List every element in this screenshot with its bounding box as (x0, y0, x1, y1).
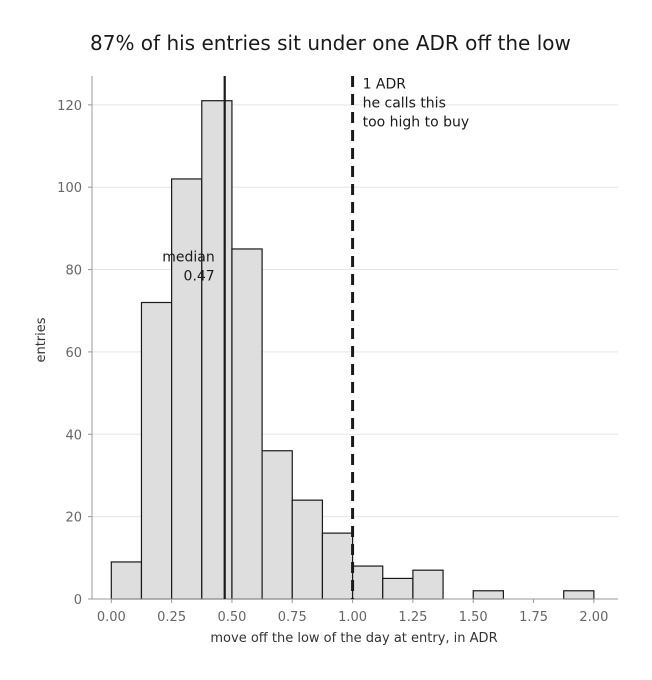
histogram-bar-10 (412, 569, 444, 600)
y-tick-labels: 0 20 40 60 80 100 120 (57, 99, 92, 608)
histogram-bar-8 (351, 565, 384, 600)
y-axis-label: entries (34, 317, 49, 362)
histogram-bar-1 (140, 301, 173, 600)
x-tick-label: 0.75 (278, 610, 307, 625)
x-tick-label: 0.50 (217, 610, 246, 625)
y-tick-label: 120 (57, 99, 82, 114)
x-tick-label: 1.75 (519, 610, 548, 625)
histogram-bar-2 (171, 178, 203, 600)
x-tick-label: 1.50 (459, 610, 488, 625)
y-tick-label: 60 (65, 346, 82, 361)
median-label: median (162, 249, 214, 265)
histogram-bar-4 (231, 248, 263, 600)
x-tick-label: 0.00 (97, 610, 126, 625)
histogram-bar-3 (201, 100, 233, 600)
x-tick-label: 1.25 (398, 610, 427, 625)
histogram-bar-5 (261, 450, 293, 600)
histogram-bar-15 (563, 590, 595, 600)
threshold-label: too high to buy (363, 114, 470, 130)
y-tick-label: 0 (74, 593, 82, 608)
chart-title: 87% of his entries sit under one ADR off… (90, 31, 571, 55)
y-tick-label: 100 (57, 181, 82, 196)
x-tick-label: 1.00 (338, 610, 367, 625)
histogram-bar-6 (291, 499, 324, 600)
x-tick-labels: 0.00 0.25 0.50 0.75 1.00 1.25 1.50 1.75 2.00 (97, 599, 608, 625)
reference-lines: median 0.47 1 ADR he calls this too high to … (162, 76, 469, 599)
y-tick-label: 20 (65, 511, 82, 526)
threshold-label: he calls this (363, 95, 446, 111)
x-tick-label: 2.00 (579, 610, 608, 625)
histogram-bar-12 (472, 590, 504, 600)
y-tick-label: 80 (65, 264, 82, 279)
x-tick-label: 0.25 (157, 610, 186, 625)
axes (91, 76, 618, 600)
histogram-bars (110, 100, 595, 600)
x-axis-label: move off the low of the day at entry, in… (210, 631, 497, 646)
histogram-bar-7 (321, 532, 354, 600)
histogram-bar-9 (382, 577, 414, 600)
threshold-label: 1 ADR (363, 76, 407, 92)
median-label: 0.47 (184, 268, 215, 284)
histogram-bar-0 (110, 561, 143, 600)
y-tick-label: 40 (65, 428, 82, 443)
